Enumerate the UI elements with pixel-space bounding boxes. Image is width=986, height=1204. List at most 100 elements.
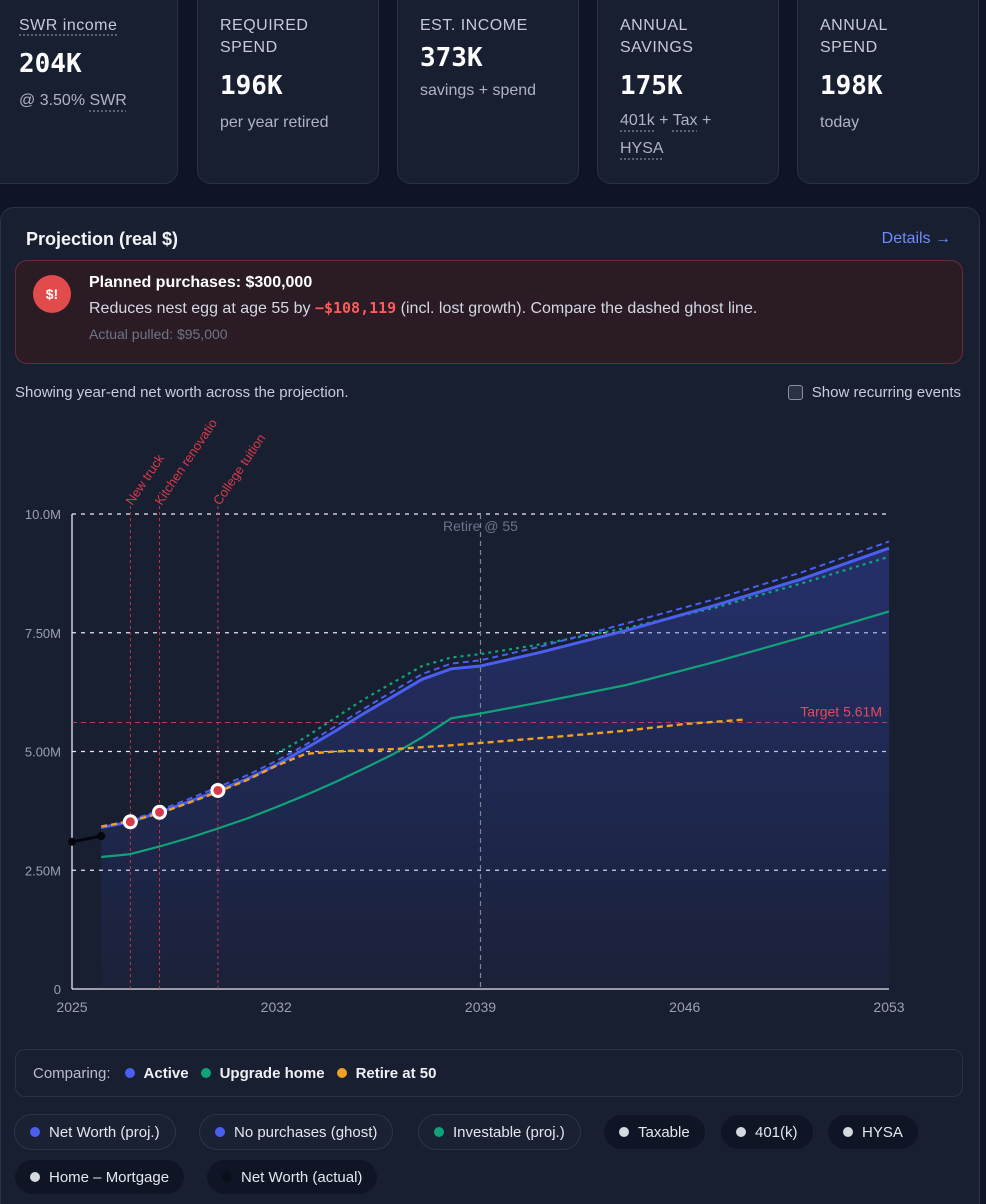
actual-point [97, 832, 106, 841]
recurring-events-toggle[interactable]: Show recurring events [787, 384, 961, 401]
comparing-label: Comparing: [33, 1064, 111, 1082]
legend-chip-label: Taxable [638, 1123, 690, 1141]
card-value: 373K [420, 43, 483, 73]
alert-body-prefix: Reduces nest egg at age 55 by [89, 300, 315, 317]
actual-point [68, 837, 76, 846]
upgrade-home-dot-icon [200, 1068, 211, 1078]
legend-chip[interactable]: Home – Mortgage [14, 1159, 186, 1195]
legend-chip-label: No purchases (ghost) [234, 1123, 378, 1141]
dollar-alert-icon: $! [33, 275, 71, 313]
x-tick-label: 2046 [669, 999, 700, 1015]
alert-actual-pulled: Actual pulled: $95,000 [89, 326, 228, 342]
net-worth-area [101, 548, 889, 989]
series-dot-icon [619, 1127, 629, 1137]
legend-chip[interactable]: HYSA [827, 1114, 919, 1150]
card-label: SWR income [19, 17, 118, 34]
card-label-line1: ANNUAL [820, 17, 888, 34]
legend-chip-label: Home – Mortgage [49, 1168, 170, 1186]
retire-marker-label: Retire @ 55 [443, 518, 518, 534]
card-annual-savings: ANNUAL SAVINGS 175K 401k + Tax + HYSA [597, 0, 779, 184]
projection-chart: 0 2.50M 5.00M 7.50M 10.0M 2025 2032 2039 2046 205… [25, 416, 905, 1015]
card-sub: today [820, 114, 860, 131]
card-sub: savings + spend [420, 82, 537, 99]
y-tick-label: 5.00M [25, 745, 61, 760]
legend-chip[interactable]: Net Worth (proj.) [14, 1114, 176, 1150]
compare-active-label: Active [143, 1064, 189, 1082]
card-value: 175K [620, 71, 683, 101]
legend-chip-label: 401(k) [755, 1123, 798, 1141]
event-marker-dot [155, 807, 165, 817]
alert-body: Reduces nest egg at age 55 by −$108,119 … [89, 299, 757, 318]
card-sub: per year retired [220, 114, 329, 131]
series-dot-icon [736, 1127, 746, 1137]
y-tick-label: 0 [54, 982, 61, 997]
retire-50-dot-icon [336, 1068, 347, 1078]
y-tick-label: 7.50M [25, 626, 61, 641]
alert-body-suffix: (incl. lost growth). Compare the dashed … [396, 300, 758, 317]
retire-50-line [100, 718, 744, 828]
card-value: 198K [820, 71, 883, 101]
chart-caption: Showing year-end net worth across the pr… [15, 384, 349, 401]
legend-chip-label: Net Worth (actual) [241, 1168, 363, 1186]
panel-title: Projection (real $) [26, 229, 179, 249]
series-dot-icon [30, 1127, 40, 1137]
details-link[interactable]: Details → [881, 230, 951, 247]
card-label-line2: SPEND [220, 39, 278, 56]
legend-chip[interactable]: Taxable [603, 1114, 706, 1150]
y-tick-label: 10.0M [25, 507, 61, 522]
legend-chip[interactable]: Investable (proj.) [418, 1114, 581, 1150]
savings-tax-link[interactable]: Tax [672, 112, 698, 129]
x-tick-label: 2039 [465, 999, 496, 1015]
savings-401k-link[interactable]: 401k [620, 112, 655, 129]
alert-amount: −$108,119 [314, 299, 397, 317]
x-tick-label: 2032 [261, 999, 292, 1015]
event-label: College tuition [210, 431, 269, 508]
series-dot-icon [222, 1172, 232, 1182]
card-label-line2: SAVINGS [620, 39, 694, 56]
card-sub: 401k + Tax + HYSA [620, 107, 756, 163]
x-tick-label: 2025 [56, 999, 87, 1015]
series-dot-icon [843, 1127, 853, 1137]
recurring-events-label: Show recurring events [811, 384, 961, 401]
savings-hysa-link[interactable]: HYSA [620, 140, 664, 157]
card-required-spend: REQUIRED SPEND 196K per year retired [197, 0, 379, 184]
compare-upgrade-home-label: Upgrade home [219, 1064, 325, 1082]
card-est-income: EST. INCOME 373K savings + spend [397, 0, 579, 184]
legend-chip[interactable]: Net Worth (actual) [206, 1159, 379, 1195]
swr-link[interactable]: SWR [89, 92, 127, 109]
legend-chip-label: Net Worth (proj.) [49, 1123, 160, 1141]
planned-purchases-alert: $! Planned purchases: $300,000 Reduces n… [15, 260, 963, 364]
y-tick-label: 2.50M [25, 863, 61, 878]
legend-chip[interactable]: No purchases (ghost) [199, 1114, 394, 1150]
compare-active[interactable]: Active [124, 1064, 189, 1082]
compare-retire-50[interactable]: Retire at 50 [336, 1064, 437, 1082]
ghost-line [100, 540, 890, 829]
compare-retire-50-label: Retire at 50 [355, 1064, 437, 1082]
compare-upgrade-home[interactable]: Upgrade home [200, 1064, 325, 1082]
legend-chip-label: HYSA [862, 1123, 903, 1141]
x-tick-label: 2053 [873, 999, 904, 1015]
card-annual-spend: ANNUAL SPEND 198K today [797, 0, 979, 184]
card-value: 204K [19, 49, 82, 79]
card-label: EST. INCOME [420, 17, 528, 34]
active-dot-icon [124, 1068, 135, 1078]
comparing-bar: Comparing: Active Upgrade home Retire at… [15, 1049, 963, 1097]
alert-title: Planned purchases: $300,000 [89, 274, 313, 291]
series-dot-icon [215, 1127, 225, 1137]
card-label-line1: REQUIRED [220, 17, 309, 34]
savings-sep: + [697, 112, 712, 129]
recurring-events-checkbox[interactable] [787, 385, 803, 400]
actual-line [71, 834, 102, 844]
event-marker-dot [213, 785, 223, 795]
card-label-line2: SPEND [820, 39, 878, 56]
series-dot-icon [434, 1127, 444, 1137]
event-marker-dot [125, 817, 135, 827]
target-label: Target 5.61M [800, 704, 882, 720]
card-swr-income: SWR income 204K @ 3.50% SWR [0, 0, 178, 184]
series-dot-icon [30, 1172, 40, 1182]
savings-sep: + [654, 112, 673, 129]
card-sub: @ 3.50% SWR [19, 87, 155, 115]
card-label-line1: ANNUAL [620, 17, 688, 34]
legend-chip[interactable]: 401(k) [720, 1114, 814, 1150]
summary-cards: SWR income 204K @ 3.50% SWR REQUIRED SPE… [0, 0, 986, 184]
